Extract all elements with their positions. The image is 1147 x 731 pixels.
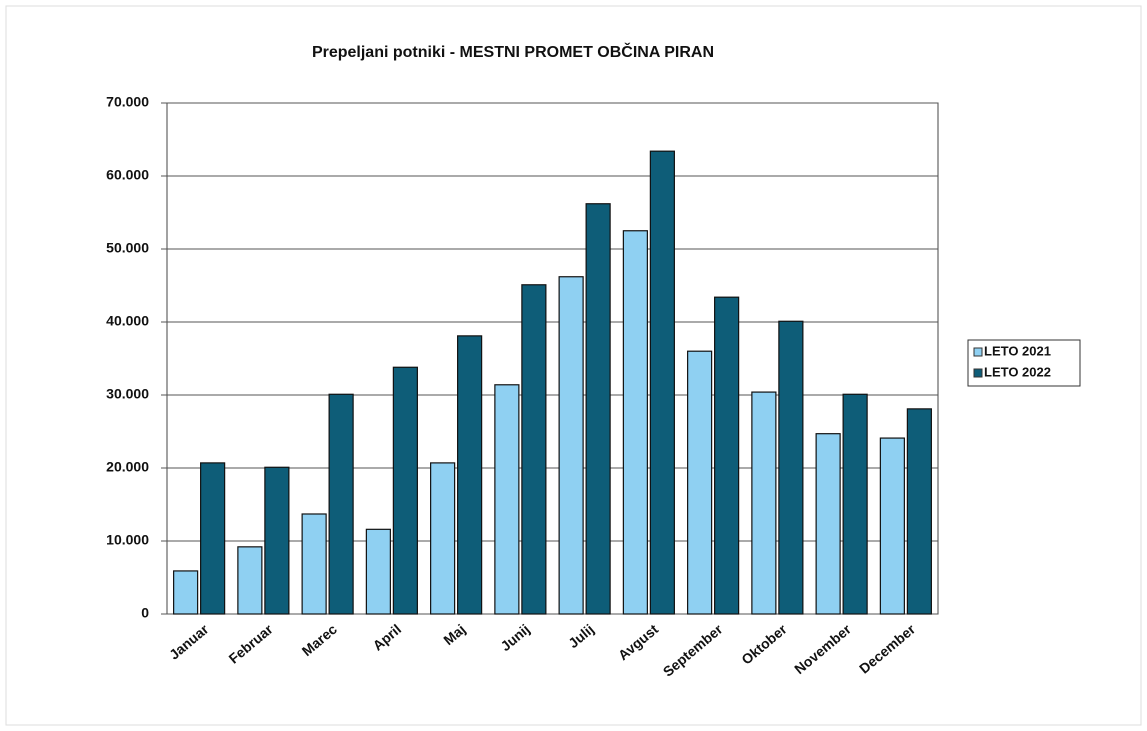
legend-label: LETO 2021 [984,343,1051,358]
bar [751,391,777,615]
bar [264,466,290,615]
legend-swatch [973,347,983,357]
chart-title: Prepeljani potniki - MESTNI PROMET OBČIN… [312,42,714,61]
legend-label: LETO 2022 [984,364,1051,379]
bar [494,384,520,615]
bar [173,570,199,615]
bar [558,276,584,615]
bar [365,528,391,615]
plot-area [166,102,939,615]
y-tick-label: 40.000 [106,313,149,329]
bar [879,437,905,615]
y-tick-label: 20.000 [106,459,149,475]
bar [430,462,456,615]
y-tick-label: 0 [141,605,149,621]
bar [521,284,547,615]
bar [778,320,804,615]
y-tick-label: 60.000 [106,167,149,183]
bar [237,546,263,615]
bar [687,350,713,615]
bar [842,393,868,615]
bar [301,513,327,615]
bar [200,462,226,615]
bar [906,408,932,615]
bar [649,150,675,615]
y-tick-label: 50.000 [106,240,149,256]
bar [815,433,841,615]
y-tick-label: 30.000 [106,386,149,402]
bar [328,393,354,615]
legend-swatch [973,368,983,378]
y-tick-label: 10.000 [106,532,149,548]
bar [392,366,418,615]
bar [622,230,648,615]
y-tick-label: 70.000 [106,94,149,110]
bar [585,203,611,615]
bar [457,335,483,615]
legend-box [967,339,1081,387]
bar [714,296,740,615]
